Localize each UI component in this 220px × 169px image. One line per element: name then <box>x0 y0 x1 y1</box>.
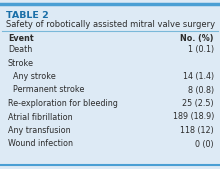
Text: Wound infection: Wound infection <box>8 139 73 149</box>
Text: Any stroke: Any stroke <box>8 72 56 81</box>
Text: Event: Event <box>8 34 34 43</box>
Text: 8 (0.8): 8 (0.8) <box>188 86 214 94</box>
Text: 0 (0): 0 (0) <box>195 139 214 149</box>
Text: Permanent stroke: Permanent stroke <box>8 86 84 94</box>
Text: Stroke: Stroke <box>8 58 34 67</box>
Text: 14 (1.4): 14 (1.4) <box>183 72 214 81</box>
Text: Atrial fibrillation: Atrial fibrillation <box>8 113 73 122</box>
Text: 1 (0.1): 1 (0.1) <box>188 45 214 54</box>
Text: No. (%): No. (%) <box>180 34 214 43</box>
Text: 189 (18.9): 189 (18.9) <box>173 113 214 122</box>
Text: Re-exploration for bleeding: Re-exploration for bleeding <box>8 99 118 108</box>
Text: TABLE 2: TABLE 2 <box>6 11 49 20</box>
Text: Safety of robotically assisted mitral valve surgery: Safety of robotically assisted mitral va… <box>6 20 215 29</box>
Text: Death: Death <box>8 45 32 54</box>
Text: Any transfusion: Any transfusion <box>8 126 71 135</box>
Text: 25 (2.5): 25 (2.5) <box>182 99 214 108</box>
Text: 118 (12): 118 (12) <box>180 126 214 135</box>
